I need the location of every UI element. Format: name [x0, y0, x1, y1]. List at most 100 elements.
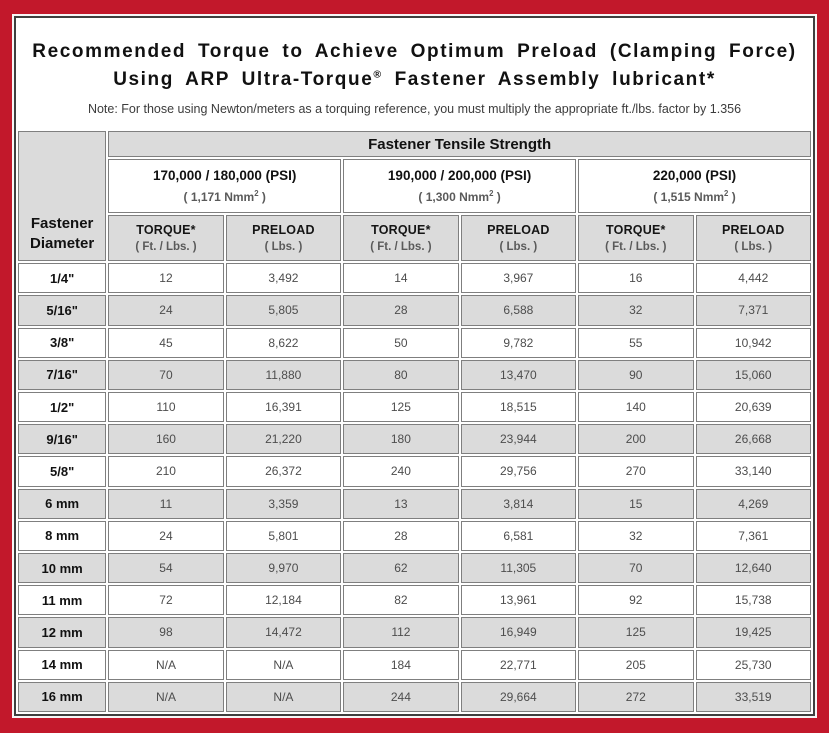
value-cell: 15,060: [695, 359, 811, 390]
value-cell: 210: [108, 456, 224, 487]
value-cell: 240: [343, 456, 459, 487]
value-cell: N/A: [108, 681, 224, 712]
value-cell: 92: [578, 585, 694, 616]
value-cell: 270: [578, 456, 694, 487]
table-row: 6 mm 11 3,359 13 3,814 15 4,269: [18, 488, 811, 519]
value-cell: 82: [343, 585, 459, 616]
value-cell: 8,622: [225, 327, 342, 358]
value-cell: 6,581: [460, 520, 577, 551]
torque-unit-label: ( Ft. / Lbs. ): [605, 241, 667, 254]
value-cell: 3,359: [225, 488, 342, 519]
value-cell: 29,756: [460, 456, 577, 487]
table-row: 8 mm 24 5,801 28 6,581 32 7,361: [18, 520, 811, 551]
torque-unit-label: ( Ft. / Lbs. ): [370, 241, 432, 254]
preload-label: PRELOAD: [252, 223, 315, 238]
value-cell: 24: [108, 520, 224, 551]
value-cell: N/A: [108, 649, 224, 680]
table-row: 5/16" 24 5,805 28 6,588 32 7,371: [18, 295, 811, 326]
value-cell: 16,949: [460, 617, 577, 648]
value-cell: 26,668: [695, 424, 811, 455]
value-cell: 125: [343, 391, 459, 423]
value-cell: 6,588: [460, 295, 577, 326]
value-cell: 15: [578, 488, 694, 519]
value-cell: 14,472: [225, 617, 342, 648]
torque-label: TORQUE*: [371, 223, 431, 238]
diameter-cell: 1/4": [18, 263, 107, 294]
preload-unit-label: ( Lbs. ): [499, 241, 538, 254]
value-cell: 14: [343, 263, 459, 294]
nmm-close: ): [728, 190, 736, 205]
value-cell: 54: [108, 552, 224, 584]
diameter-header-line2: Diameter: [30, 234, 95, 252]
torque-table: Fastener Diameter Fastener Tensile Stren…: [16, 129, 813, 714]
table-row: 5/8" 210 26,372 240 29,756 270 33,140: [18, 456, 811, 487]
diameter-cell: 1/2": [18, 391, 107, 423]
value-cell: 19,425: [695, 617, 811, 648]
nmm-text: ( 1,515 Nmm: [653, 190, 725, 205]
value-cell: 62: [343, 552, 459, 584]
table-row: 7/16" 70 11,880 80 13,470 90 15,060: [18, 359, 811, 390]
value-cell: 3,967: [460, 263, 577, 294]
value-cell: 33,140: [695, 456, 811, 487]
value-cell: 70: [108, 359, 224, 390]
value-cell: 140: [578, 391, 694, 423]
table-row: 3/8" 45 8,622 50 9,782 55 10,942: [18, 327, 811, 358]
value-cell: 55: [578, 327, 694, 358]
value-cell: 7,361: [695, 520, 811, 551]
table-row: 16 mm N/A N/A 244 29,664 272 33,519: [18, 681, 811, 712]
diameter-header: Fastener Diameter: [18, 131, 107, 262]
torque-column-header: TORQUE* ( Ft. / Lbs. ): [343, 215, 459, 262]
psi-value: 170,000 / 180,000 (PSI): [153, 168, 297, 184]
psi-value: 190,000 / 200,000 (PSI): [387, 168, 532, 184]
diameter-cell: 14 mm: [18, 649, 107, 680]
psi-group-header-1: 170,000 / 180,000 (PSI) ( 1,171 Nmm2 ): [108, 159, 342, 214]
value-cell: 12: [108, 263, 224, 294]
table-body: 1/4" 12 3,492 14 3,967 16 4,442 5/16" 24 5,805 28 6…: [18, 263, 811, 712]
table-row: 1/2" 110 16,391 125 18,515 140 20,639: [18, 391, 811, 423]
value-cell: 15,738: [695, 585, 811, 616]
value-cell: 70: [578, 552, 694, 584]
units-row: TORQUE* ( Ft. / Lbs. ) PRELOAD ( Lbs. ) …: [18, 215, 811, 262]
nmm-superscript: 2: [254, 189, 259, 199]
diameter-cell: 6 mm: [18, 488, 107, 519]
value-cell: N/A: [225, 681, 342, 712]
value-cell: 25,730: [695, 649, 811, 680]
value-cell: 21,220: [225, 424, 342, 455]
nmm-subheader: ( 1,171 Nmm2 ): [109, 189, 340, 204]
value-cell: 72: [108, 585, 224, 616]
value-cell: 22,771: [460, 649, 577, 680]
diameter-cell: 9/16": [18, 424, 107, 455]
value-cell: 13: [343, 488, 459, 519]
value-cell: 9,782: [460, 327, 577, 358]
value-cell: 16,391: [225, 391, 342, 423]
table-row: 14 mm N/A N/A 184 22,771 205 25,730: [18, 649, 811, 680]
nmm-text: ( 1,171 Nmm: [183, 190, 255, 205]
psi-group-header-3: 220,000 (PSI) ( 1,515 Nmm2 ): [578, 159, 811, 214]
preload-label: PRELOAD: [722, 223, 785, 238]
psi-row: 170,000 / 180,000 (PSI) ( 1,171 Nmm2 ) 1…: [18, 159, 811, 214]
value-cell: 24: [108, 295, 224, 326]
value-cell: 184: [343, 649, 459, 680]
value-cell: 80: [343, 359, 459, 390]
value-cell: 45: [108, 327, 224, 358]
value-cell: 125: [578, 617, 694, 648]
psi-value: 220,000 (PSI): [652, 168, 737, 184]
torque-unit-label: ( Ft. / Lbs. ): [135, 241, 197, 254]
value-cell: 28: [343, 520, 459, 551]
value-cell: 13,470: [460, 359, 577, 390]
registered-trademark-symbol: ®: [373, 69, 383, 81]
psi-group-header-2: 190,000 / 200,000 (PSI) ( 1,300 Nmm2 ): [343, 159, 577, 214]
value-cell: 32: [578, 295, 694, 326]
value-cell: 180: [343, 424, 459, 455]
value-cell: 11,305: [460, 552, 577, 584]
value-cell: 5,801: [225, 520, 342, 551]
preload-unit-label: ( Lbs. ): [264, 241, 303, 254]
tensile-strength-row: Fastener Diameter Fastener Tensile Stren…: [18, 131, 811, 262]
value-cell: 29,664: [460, 681, 577, 712]
nmm-close: ): [258, 190, 266, 205]
value-cell: 28: [343, 295, 459, 326]
value-cell: 205: [578, 649, 694, 680]
value-cell: 9,970: [225, 552, 342, 584]
value-cell: 23,944: [460, 424, 577, 455]
value-cell: 11,880: [225, 359, 342, 390]
